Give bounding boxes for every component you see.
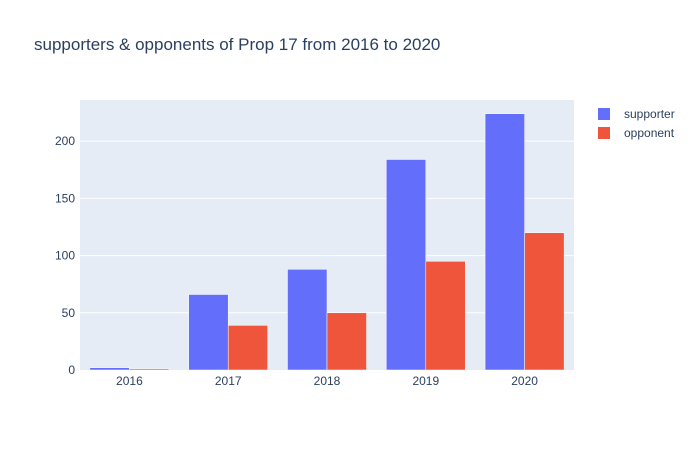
x-tick-label: 2020 [511, 374, 538, 388]
y-tick-label: 150 [55, 191, 75, 205]
legend-label: opponent [624, 126, 675, 140]
bar-supporter-2016[interactable] [89, 367, 130, 371]
y-axis-ticks: 0 50 100 150 200 [55, 134, 75, 377]
x-tick-label: 2016 [116, 374, 143, 388]
y-tick-label: 200 [55, 134, 75, 148]
chart-title: supporters & opponents of Prop 17 from 2… [34, 35, 440, 54]
bar-supporter-2018[interactable] [287, 269, 328, 371]
bar-supporter-2020[interactable] [484, 113, 525, 371]
bar-supporter-2019[interactable] [386, 159, 427, 371]
x-tick-label: 2018 [314, 374, 341, 388]
y-tick-label: 50 [62, 306, 76, 320]
bar-opponent-2020[interactable] [524, 232, 565, 371]
bar-opponent-2017[interactable] [227, 325, 268, 371]
legend-swatch [598, 127, 610, 139]
legend-item-supporter[interactable]: supporter [598, 107, 675, 121]
y-tick-label: 100 [55, 249, 75, 263]
y-tick-label: 0 [68, 363, 75, 377]
bar-opponent-2018[interactable] [326, 312, 367, 371]
x-tick-label: 2019 [412, 374, 439, 388]
legend[interactable]: supporter opponent [598, 107, 675, 140]
bar-opponent-2016[interactable] [129, 368, 170, 371]
legend-item-opponent[interactable]: opponent [598, 126, 675, 140]
legend-swatch [598, 108, 610, 120]
legend-label: supporter [624, 107, 675, 121]
bar-supporter-2017[interactable] [188, 294, 229, 371]
bars [89, 113, 565, 371]
x-tick-label: 2017 [215, 374, 242, 388]
bar-opponent-2019[interactable] [425, 261, 466, 371]
x-axis-ticks: 2016 2017 2018 2019 2020 [116, 374, 538, 388]
